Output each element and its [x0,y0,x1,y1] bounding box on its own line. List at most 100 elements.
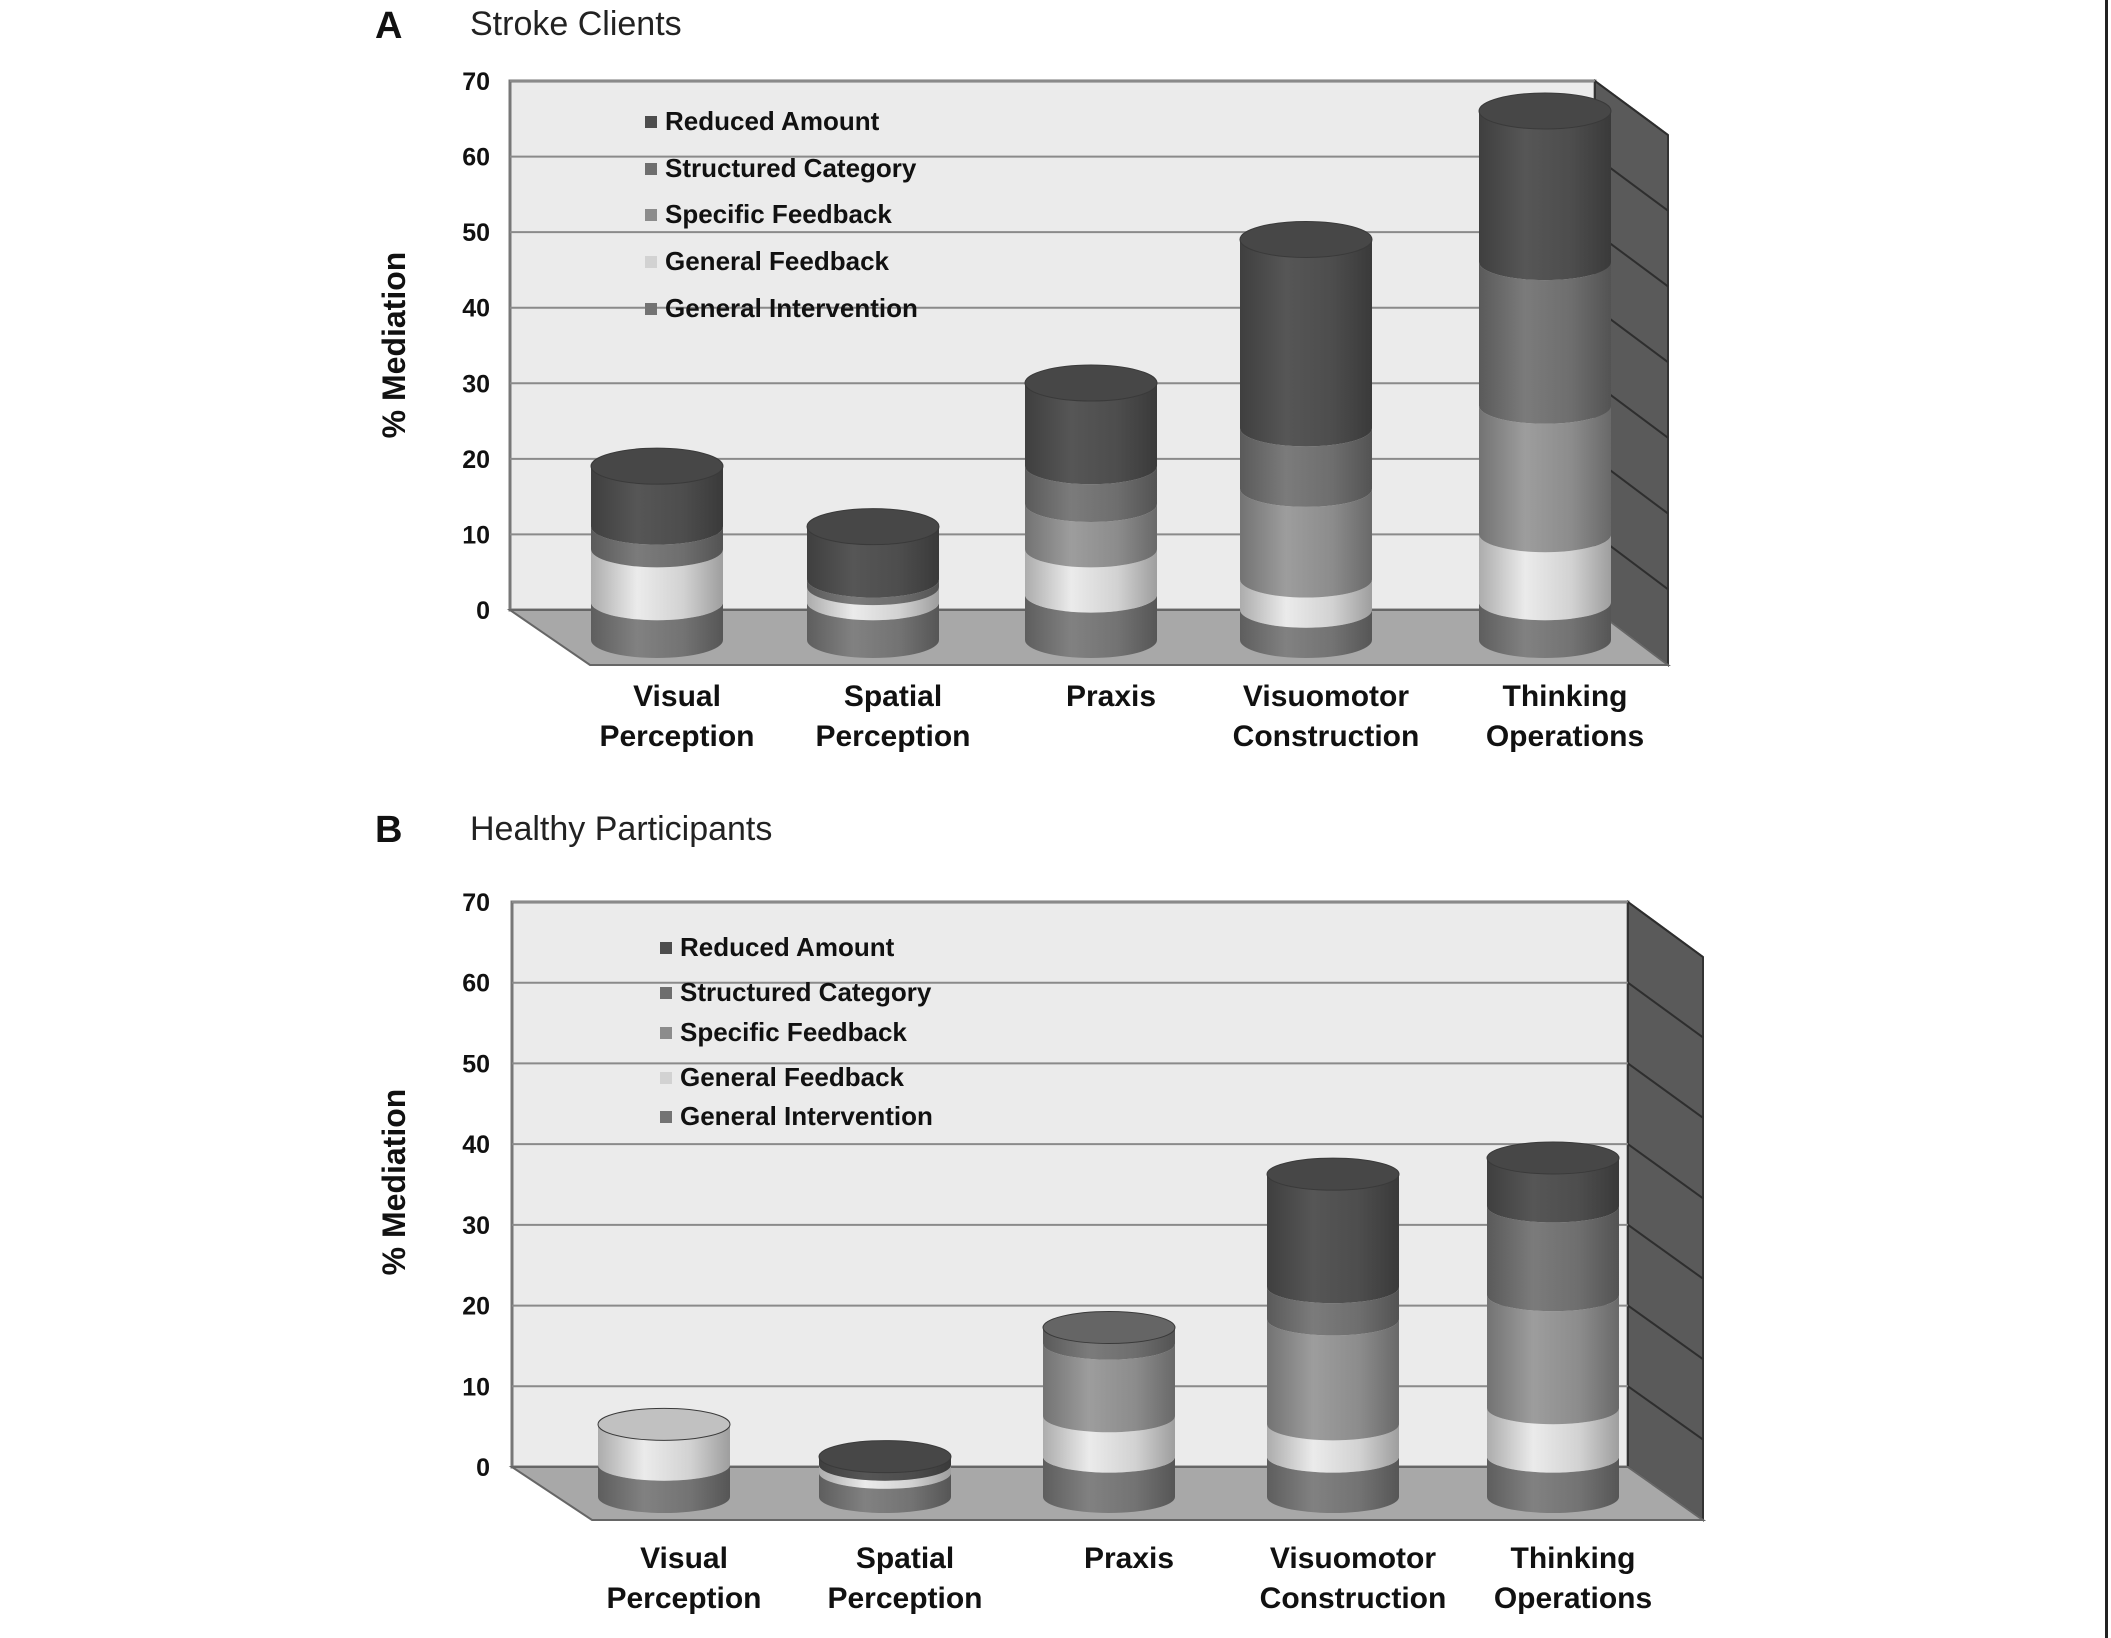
y-tick-label: 10 [462,521,490,549]
bar-segment-structured-category [1487,1206,1619,1312]
bar-segment-general-intervention [1025,594,1157,658]
side-wall-gridline [1594,80,1669,136]
bar-segment-reduced-amount [1267,1174,1399,1304]
y-axis-label: % Mediation [376,1089,412,1276]
legend-label: Structured Category [680,977,932,1007]
bar-segment-reduced-amount [807,526,939,598]
bar-segment-specific-feedback [1479,405,1611,553]
bar-segment-general-intervention [1043,1456,1175,1513]
y-tick-label: 70 [462,68,490,96]
legend-swatch [660,1027,672,1039]
x-tick-label: Operations [1494,1582,1652,1615]
bar-segment-general-intervention [1267,1456,1399,1513]
bar-segment-general-feedback [1025,549,1157,613]
x-tick-label: Visual [640,1542,728,1575]
bar-segment-general-intervention [819,1472,951,1513]
legend-label: Structured Category [665,153,917,183]
x-tick-label: Perception [599,720,754,753]
y-tick-label: 0 [476,597,490,625]
bar-segment-reduced-amount [1479,111,1611,281]
x-tick-label: Spatial [844,680,942,713]
bar-4 [1478,92,1612,658]
y-tick-label: 40 [462,295,490,323]
bar-segment-specific-feedback [1240,488,1372,598]
bar-segment-structured-category [1240,428,1372,507]
bar-top-cap [1478,92,1612,130]
bar-segment-specific-feedback [1487,1295,1619,1425]
legend-label: General Intervention [665,293,918,323]
bar-3 [1239,220,1373,658]
x-tick-label: Visuomotor [1243,680,1409,713]
bar-segment-general-intervention [1240,609,1372,658]
bar-1 [806,508,940,658]
y-tick-label: 60 [462,970,490,998]
bar-segment-general-feedback [1479,534,1611,621]
side-wall-gridline [1627,1224,1704,1280]
bar-segment-general-intervention [1479,602,1611,658]
legend-label: General Intervention [680,1101,933,1131]
bar-segment-general-feedback [1267,1424,1399,1473]
x-tick-label: Visual [633,680,721,713]
legend-label: General Feedback [680,1062,905,1092]
panel-letter: A [375,5,402,47]
x-tick-label: Operations [1486,720,1644,753]
y-tick-label: 20 [462,1293,490,1321]
legend-label: Reduced Amount [665,106,880,136]
bar-segment-specific-feedback [1043,1343,1175,1433]
x-tick-label: Praxis [1084,1542,1174,1575]
bar-top-cap [1042,1311,1176,1344]
legend-swatch [645,303,657,315]
bar-3 [1266,1157,1400,1513]
bar-segment-structured-category [591,526,723,568]
y-tick-label: 10 [462,1373,490,1401]
bar-top-cap [1486,1141,1620,1175]
side-wall-gridline [1627,901,1704,958]
bar-segment-structured-category [807,579,939,606]
y-axis-label: % Mediation [376,252,412,439]
bar-segment-reduced-amount [819,1456,951,1481]
chart-panel-b: B Healthy Participants 0 10 20 30 40 50 60 70 % Me… [375,809,1707,1615]
x-tick-label: Construction [1260,1582,1447,1615]
legend-swatch [660,1111,672,1123]
bar-segment-reduced-amount [1487,1158,1619,1223]
side-wall-gridline [1627,1385,1704,1441]
bar-segment-general-feedback [591,549,723,621]
legend-swatch [645,256,657,268]
bar-top-cap [597,1407,731,1441]
legend-label: General Feedback [665,246,890,276]
page-border [2105,0,2108,1638]
x-tick-label: Spatial [856,1542,954,1575]
y-tick-label: 70 [462,889,490,917]
side-wall-gridline [1627,1062,1704,1119]
chart-title: Stroke Clients [470,5,682,43]
bar-0 [597,1407,731,1513]
bar-segment-general-intervention [1487,1456,1619,1513]
legend-swatch [645,209,657,221]
side-wall-gridline [1627,981,1704,1039]
bar-segment-structured-category [1025,466,1157,522]
y-tick-label: 60 [462,144,490,172]
bar-top-cap [818,1440,952,1474]
bar-segment-general-intervention [591,602,723,658]
bar-top-cap [1239,220,1373,258]
bar-segment-general-feedback [1487,1408,1619,1473]
y-tick-label: 30 [462,370,490,398]
bar-segment-general-feedback [819,1464,951,1489]
x-tick-label: Perception [827,1582,982,1615]
bar-top-cap [1024,364,1158,402]
plot-side-wall [1627,900,1704,1522]
bar-segment-general-feedback [1043,1416,1175,1473]
bar-segment-specific-feedback [1025,503,1157,568]
x-tick-label: Construction [1233,720,1420,753]
bar-segment-specific-feedback [1267,1319,1399,1441]
x-tick-label: Thinking [1503,680,1628,713]
bar-top-cap [590,447,724,485]
x-tick-label: Perception [606,1582,761,1615]
y-tick-label: 50 [462,219,490,247]
chart-title: Healthy Participants [470,810,772,848]
y-tick-label: 40 [462,1131,490,1159]
bar-segment-structured-category [1267,1287,1399,1336]
bar-segment-reduced-amount [1240,239,1372,447]
side-wall-gridline [1627,1143,1704,1200]
